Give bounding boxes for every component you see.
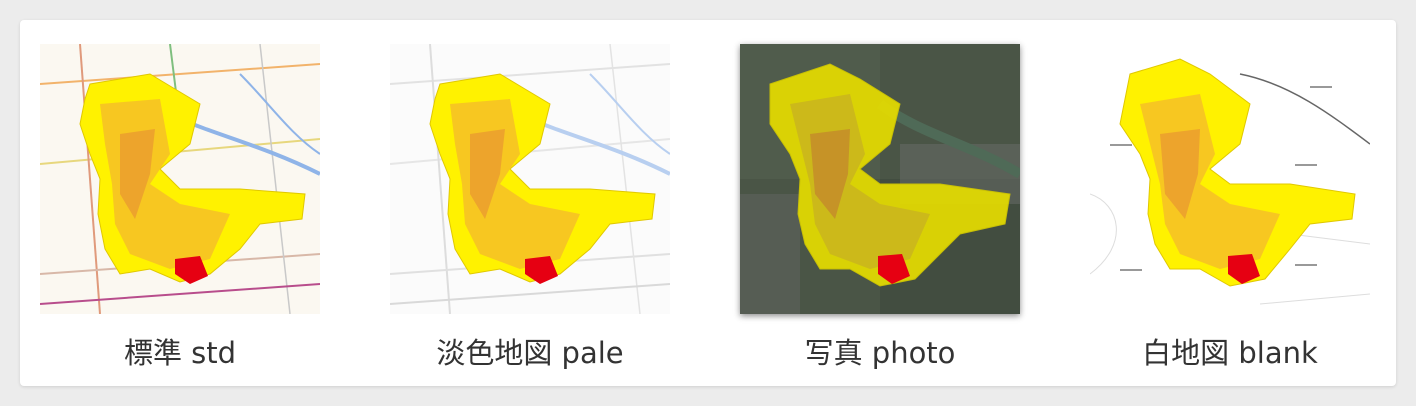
- basemap-label-photo[interactable]: 写真 photo: [804, 336, 956, 370]
- highlighted-district: [878, 254, 910, 284]
- highlighted-district: [525, 256, 558, 284]
- basemap-selector-panel: 標準 std 淡色地図 pale: [20, 20, 1396, 386]
- city-region-shape: [1119, 58, 1356, 287]
- basemap-option-pale[interactable]: [390, 44, 670, 314]
- city-region-shape: [79, 73, 306, 284]
- photo-map-thumbnail: [740, 44, 1020, 314]
- basemap-option-photo[interactable]: [740, 44, 1020, 314]
- blank-map-thumbnail: [1090, 44, 1370, 314]
- highlighted-district: [175, 256, 208, 284]
- basemap-option-std[interactable]: [40, 44, 320, 314]
- pale-map-thumbnail: [390, 44, 670, 314]
- highlighted-district: [1228, 254, 1260, 284]
- basemap-option-blank[interactable]: [1090, 44, 1370, 314]
- std-map-thumbnail: [40, 44, 320, 314]
- city-region-shape: [429, 73, 656, 284]
- basemap-label-pale[interactable]: 淡色地図 pale: [436, 336, 624, 370]
- basemap-label-blank[interactable]: 白地図 blank: [1142, 336, 1318, 370]
- basemap-label-std[interactable]: 標準 std: [123, 336, 237, 370]
- city-region-shape: [769, 63, 1011, 287]
